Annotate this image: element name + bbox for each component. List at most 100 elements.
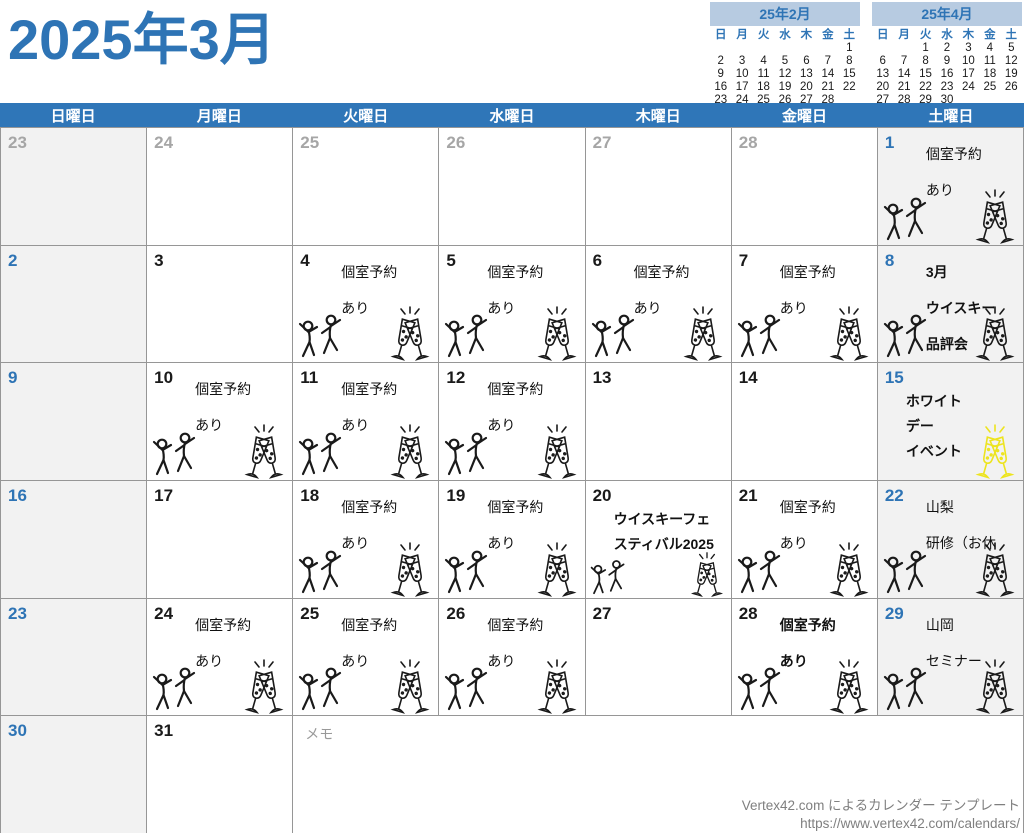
mini-calendar-grid: 日月火水木金土 1 2 3 4 5 6 7 8 9 10 11 12 13 14 15 16 17 18 19 20 21… [872, 26, 1022, 107]
day-cell-21[interactable]: 21 個室予約 あり [731, 481, 878, 599]
event-line: あり [779, 299, 808, 316]
day-cell-prev-28[interactable]: 28 [731, 128, 878, 246]
mini-calendar-day: 16 [940, 68, 954, 80]
day-cell-31[interactable]: 31 [147, 716, 294, 833]
day-cell-4[interactable]: 4 個室予約 あり [293, 245, 440, 364]
event-line: 個室予約 [195, 616, 252, 633]
mini-calendar-weekday: 金 [822, 29, 834, 41]
day-cell-26[interactable]: 26 個室予約 あり [439, 598, 586, 717]
event-text: 山梨 研修（お休 [878, 489, 1021, 553]
mini-calendar-day: 22 [919, 81, 932, 93]
dancing-people-icon [148, 665, 206, 715]
weekday-header-cell: 月曜日 [196, 107, 242, 125]
mini-calendar-day: 13 [800, 68, 813, 80]
date-number: 26 [446, 133, 466, 152]
mini-calendar-day: 21 [897, 81, 911, 93]
event-line: あり [341, 417, 370, 434]
day-cell-prev-24[interactable]: 24 [147, 128, 294, 246]
day-cell-10[interactable]: 10 個室予約 あり [147, 363, 294, 482]
day-cell-13[interactable]: 13 [585, 363, 732, 482]
day-cell-24[interactable]: 24 個室予約 あり [147, 598, 294, 717]
mini-calendar-day: 1 [922, 42, 929, 54]
dancing-people-icon [440, 665, 498, 715]
event-line: 個室予約 [195, 381, 252, 398]
event-text: 個室予約 あり [293, 489, 436, 553]
day-cell-27[interactable]: 27 [585, 598, 732, 717]
date-number: 7 [738, 250, 749, 270]
day-cell-8[interactable]: 8 3月 ウイスキー 品評会 [877, 245, 1024, 364]
day-cell-11[interactable]: 11 個室予約 あり [293, 363, 440, 482]
day-cell-18[interactable]: 18 個室予約 あり [293, 481, 440, 599]
day-cell-6[interactable]: 6 個室予約 あり [585, 245, 732, 364]
event-line: 個室予約 [487, 381, 544, 398]
day-cell-12[interactable]: 12 個室予約 あり [439, 363, 586, 482]
event-text: 個室予約 あり [439, 254, 582, 318]
mini-calendar-day: 29 [919, 94, 932, 106]
event-text: 個室予約 あり [878, 136, 1021, 200]
dancing-people-icon [587, 558, 633, 598]
day-cell-prev-26[interactable]: 26 [439, 128, 586, 246]
day-cell-9[interactable]: 9 [1, 363, 148, 482]
date-number: 28 [738, 603, 758, 623]
day-cell-28[interactable]: 28 個室予約 あり [731, 598, 878, 717]
day-cell-16[interactable]: 16 [1, 481, 148, 599]
dancing-people-icon [148, 430, 206, 480]
weekday-header-cell: 火曜日 [343, 107, 389, 125]
date-number: 17 [154, 486, 174, 506]
day-cell-2[interactable]: 2 [1, 245, 148, 364]
event-text: 3月 ウイスキー 品評会 [878, 254, 1021, 354]
memo-cell[interactable]: メモ [293, 716, 1024, 833]
event-text: 個室予約 あり [439, 607, 582, 671]
mini-calendar-day [774, 42, 795, 55]
mini-calendar-day: 14 [821, 68, 835, 80]
day-cell-17[interactable]: 17 [147, 481, 294, 599]
day-cell-prev-27[interactable]: 27 [585, 128, 732, 246]
mini-calendar-day [817, 42, 838, 55]
dancing-people-icon [294, 548, 352, 598]
footer-credit: Vertex42.com によるカレンダー テンプレート [741, 798, 1020, 813]
day-cell-3[interactable]: 3 [147, 245, 294, 364]
mini-calendar-weekday: 水 [941, 29, 953, 41]
day-cell-5[interactable]: 5 個室予約 あり [439, 245, 586, 364]
mini-calendar-day [731, 42, 752, 55]
day-cell-1[interactable]: 1 個室予約 あり [877, 128, 1024, 246]
day-cell-15[interactable]: 15 ホワイト デー イベント [877, 363, 1024, 482]
footer-link[interactable]: https://www.vertex42.com/calendars/ [800, 816, 1020, 831]
mini-calendar-day: 28 [897, 94, 911, 106]
day-cell-14[interactable]: 14 [731, 363, 878, 482]
date-number: 24 [154, 133, 174, 152]
mini-calendar-weekday: 金 [984, 29, 996, 41]
mini-calendar-weekday: 土 [843, 29, 856, 41]
day-cell-30[interactable]: 30 [1, 716, 148, 833]
clipart-row [587, 552, 726, 598]
day-cell-prev-25[interactable]: 25 [293, 128, 440, 246]
mini-calendar-day: 3 [965, 42, 972, 54]
mini-calendar-day [872, 42, 893, 55]
mini-calendar-day: 24 [962, 81, 975, 93]
day-cell-22[interactable]: 22 山梨 研修（お休 [877, 481, 1024, 599]
mini-calendar-weekday: 火 [919, 29, 932, 41]
day-cell-prev-23[interactable]: 23 [1, 128, 148, 246]
mini-calendar-day: 11 [983, 55, 996, 67]
event-line: あり [487, 417, 516, 434]
date-number: 24 [154, 603, 174, 623]
date-number: 14 [738, 368, 758, 388]
event-line: あり [925, 182, 954, 198]
event-line: イベント [905, 443, 962, 460]
day-cell-20[interactable]: 20 ウイスキーフェ スティバル2025 [585, 481, 732, 599]
date-number: 8 [884, 250, 895, 270]
day-cell-25[interactable]: 25 個室予約 あり [293, 598, 440, 717]
mini-calendar-day: 7 [824, 55, 832, 67]
day-cell-19[interactable]: 19 個室予約 あり [439, 481, 586, 599]
day-cell-29[interactable]: 29 山岡 セミナー [877, 598, 1024, 717]
dancing-people-icon [440, 548, 498, 598]
event-line: 3月 [925, 263, 948, 280]
mini-calendar-day [753, 42, 774, 55]
day-cell-7[interactable]: 7 個室予約 あり [731, 245, 878, 364]
mini-calendar-day: 22 [842, 81, 856, 93]
event-line: 個室予約 [341, 381, 398, 398]
mini-calendar-day: 8 [922, 55, 929, 67]
mini-calendar-day [710, 42, 731, 55]
day-cell-23[interactable]: 23 [1, 598, 148, 717]
date-number: 4 [300, 250, 310, 270]
